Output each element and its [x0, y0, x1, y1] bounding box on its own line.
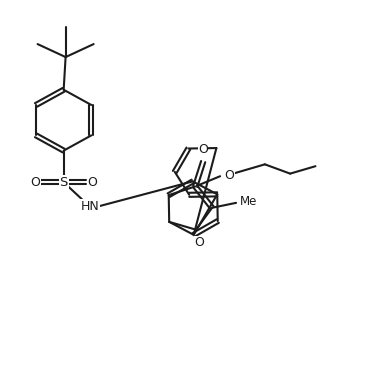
Text: O: O: [87, 176, 97, 188]
Text: HN: HN: [81, 200, 100, 213]
Text: O: O: [198, 143, 208, 156]
Text: S: S: [60, 176, 68, 188]
Text: O: O: [194, 236, 204, 249]
Text: O: O: [30, 176, 40, 188]
Text: O: O: [224, 169, 234, 182]
Text: Me: Me: [240, 195, 258, 208]
